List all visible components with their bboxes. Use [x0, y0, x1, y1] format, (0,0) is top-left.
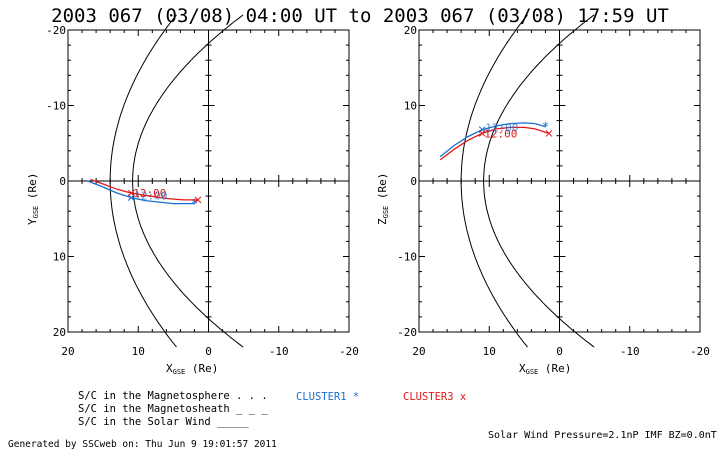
legend-solar-wind: S/C in the Solar Wind _____ — [78, 416, 249, 428]
cluster3-track — [90, 178, 198, 201]
legend-cluster3: CLUSTER3 x — [403, 391, 466, 403]
boundary-curves — [109, 14, 244, 348]
y-tick-label: 10 — [404, 100, 417, 113]
solar-wind-pressure-text: Solar Wind Pressure=2.1nP IMF BZ=0.0nT — [488, 430, 717, 441]
cluster1-end-marker: * — [542, 121, 550, 136]
y-tick-label: -20 — [46, 24, 66, 37]
y-axis-label: ZGSE (Re) — [376, 173, 390, 225]
x-tick-labels: 20 10 0 -10 -20 — [61, 345, 359, 358]
plot-title: 2003 067 (03/08) 04:00 UT to 2003 067 (0… — [51, 5, 669, 27]
cluster1-track — [87, 180, 195, 205]
time-mark — [127, 189, 135, 197]
generated-by-text: Generated by SSCweb on: Thu Jun 9 19:01:… — [8, 439, 277, 450]
cluster3-time-label: 12:00 — [484, 127, 517, 140]
bow-shock-curve — [109, 14, 177, 348]
magnetopause-curve — [483, 14, 595, 348]
x-tick-labels: 20 10 0 -10 -20 — [412, 345, 710, 358]
y-tick-label: 20 — [53, 326, 66, 339]
cluster1-track — [439, 122, 546, 158]
x-tick-label: -10 — [620, 345, 640, 358]
y-tick-label: -20 — [397, 326, 417, 339]
x-tick-label: -10 — [269, 345, 289, 358]
legend-magnetosheath: S/C in the Magnetosheath _ _ _ — [78, 403, 268, 415]
legend-magnetosphere: S/C in the Magnetosphere . . . — [78, 390, 268, 402]
time-mark — [478, 130, 486, 137]
y-tick-label: -10 — [397, 251, 417, 264]
legend-cluster1: CLUSTER1 * — [296, 391, 359, 403]
x-tick-label: -20 — [339, 345, 359, 358]
cluster3-track — [439, 126, 550, 161]
y-tick-label: 0 — [410, 175, 417, 188]
legend: S/C in the Magnetosphere . . . S/C in th… — [78, 390, 466, 428]
boundary-curves — [460, 14, 595, 348]
y-tick-label: 20 — [404, 24, 417, 37]
y-tick-label: -10 — [46, 100, 66, 113]
cluster3-time-label: 12:00 — [133, 187, 166, 200]
magnetopause-curve — [132, 14, 244, 348]
cluster1-end-marker: * — [191, 198, 199, 213]
y-tick-labels: -20 -10 0 10 20 — [46, 24, 66, 339]
cluster1-time-label: 12:00 — [134, 190, 167, 203]
x-tick-label: 10 — [483, 345, 496, 358]
y-tick-labels: 20 10 0 -10 -20 — [397, 24, 417, 339]
x-tick-label: 10 — [132, 345, 145, 358]
x-tick-label: 0 — [556, 345, 563, 358]
y-tick-label: 0 — [59, 175, 66, 188]
x-tick-label: 20 — [412, 345, 425, 358]
tick-marks — [67, 29, 350, 333]
x-axis-label: XGSE (Re) — [166, 362, 218, 376]
y-tick-label: 10 — [53, 251, 66, 264]
y-axis-label: YGSE (Re) — [26, 173, 40, 225]
bow-shock-curve — [460, 14, 528, 348]
cluster1-time-label: 12:00 — [485, 122, 518, 135]
cluster3-end-marker — [194, 196, 202, 204]
x-tick-label: 20 — [61, 345, 74, 358]
cluster3-end-marker — [545, 130, 553, 137]
x-axis-label: XGSE (Re) — [519, 362, 571, 376]
x-tick-label: -20 — [690, 345, 710, 358]
x-tick-label: 0 — [205, 345, 212, 358]
